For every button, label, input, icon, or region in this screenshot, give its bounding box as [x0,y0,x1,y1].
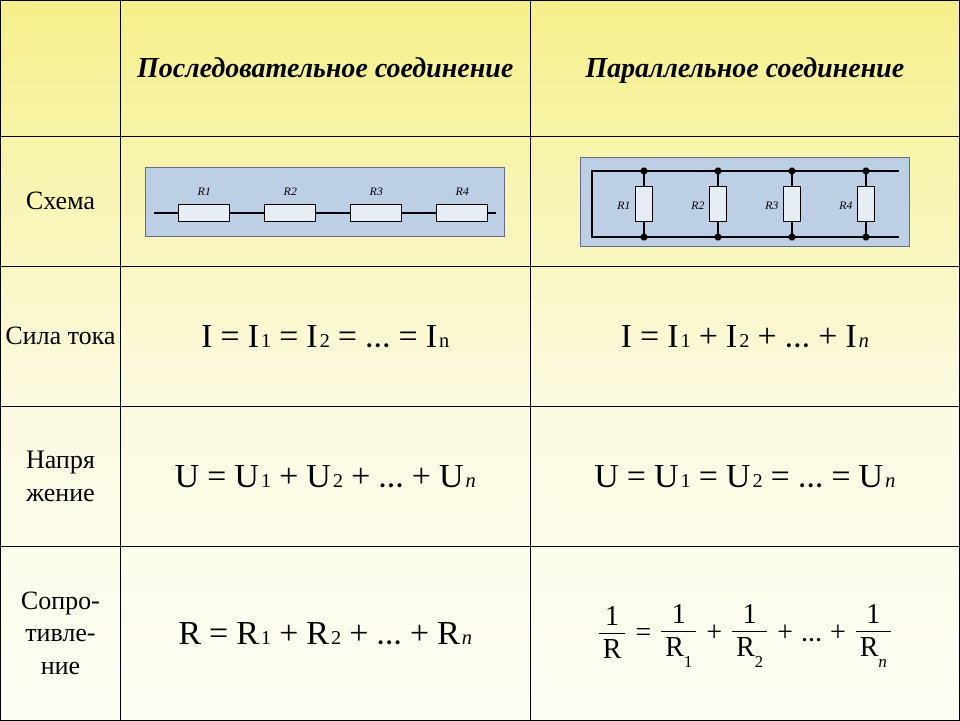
formula-parallel-current: I = I1 + I2 + ... + In [615,314,875,360]
resistor-r4 [857,186,875,222]
formula-series-current: I = I1 = I2 = ... = In [195,314,455,360]
row-voltage-label: Напряжение [1,407,121,547]
corner-cell [1,1,121,137]
row-resistance-label: Сопро-тивле-ние [1,547,121,721]
resistor-r1 [178,204,230,222]
series-circuit-diagram: R1 R2 R3 R4 [145,167,505,237]
cell-series-schema: R1 R2 R3 R4 [120,137,530,267]
resistor-label-r1: R1 [617,198,630,213]
header-series-label: Последовательное соединение [137,53,513,84]
header-parallel-label: Параллельное соединение [585,53,904,84]
formula-parallel-voltage: U = U1 = U2 = ... = Un [588,454,901,500]
resistor-label-r1: R1 [197,184,210,199]
resistor-r3 [350,204,402,222]
cell-series-resistance: R = R1 + R2 + ... + Rn [120,547,530,721]
comparison-table: Последовательное соединение Параллельное… [0,0,960,721]
resistor-r4 [436,204,488,222]
resistor-r3 [783,186,801,222]
cell-parallel-voltage: U = U1 = U2 = ... = Un [530,407,959,547]
resistor-label-r2: R2 [283,184,296,199]
resistor-label-r2: R2 [691,198,704,213]
cell-parallel-schema: R1 R2 R3 R4 [530,137,959,267]
resistor-r2 [264,204,316,222]
resistor-r2 [709,186,727,222]
wire [591,170,899,172]
header-parallel: Параллельное соединение [530,1,959,137]
wire [591,236,899,238]
header-series: Последовательное соединение [120,1,530,137]
cell-series-voltage: U = U1 + U2 + ... + Un [120,407,530,547]
parallel-circuit-diagram: R1 R2 R3 R4 [580,157,910,247]
resistor-label-r3: R3 [369,184,382,199]
row-schema-label: Схема [1,137,121,267]
resistor-label-r4: R4 [839,198,852,213]
cell-parallel-current: I = I1 + I2 + ... + In [530,267,959,407]
resistor-label-r4: R4 [455,184,468,199]
row-current-label: Сила тока [1,267,121,407]
resistor-r1 [635,186,653,222]
resistor-label-r3: R3 [765,198,778,213]
formula-series-resistance: R = R1 + R2 + ... + Rn [172,611,478,657]
wire [591,170,593,236]
formula-series-voltage: U = U1 + U2 + ... + Un [169,454,482,500]
cell-parallel-resistance: 1R = 1R1 + 1R2 + ... + 1Rn [530,547,959,721]
formula-parallel-resistance: 1R = 1R1 + 1R2 + ... + 1Rn [591,595,899,672]
cell-series-current: I = I1 = I2 = ... = In [120,267,530,407]
